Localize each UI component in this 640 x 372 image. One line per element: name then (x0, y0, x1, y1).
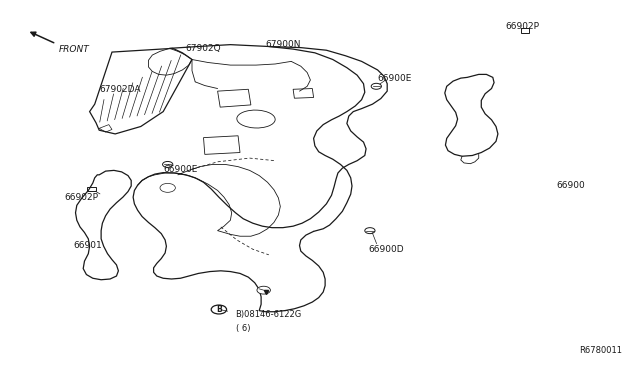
Text: 66900E: 66900E (163, 165, 198, 174)
Text: 66902P: 66902P (506, 22, 540, 31)
Text: R6780011: R6780011 (579, 346, 622, 355)
Text: 66901: 66901 (74, 241, 102, 250)
Text: 66900E: 66900E (378, 74, 412, 83)
Circle shape (257, 286, 271, 294)
Text: B: B (216, 305, 221, 314)
Text: 66902P: 66902P (64, 193, 98, 202)
Text: 66900D: 66900D (368, 245, 404, 254)
Text: FRONT: FRONT (59, 45, 90, 54)
Text: 67902DA: 67902DA (99, 85, 141, 94)
Text: 67900N: 67900N (266, 40, 301, 49)
Text: ( 6): ( 6) (236, 324, 250, 333)
Text: B)08146-6122G: B)08146-6122G (236, 310, 302, 319)
Bar (521, 28, 529, 33)
Bar (87, 186, 96, 191)
Text: 67902Q: 67902Q (186, 44, 221, 53)
Text: 66900: 66900 (557, 182, 586, 190)
